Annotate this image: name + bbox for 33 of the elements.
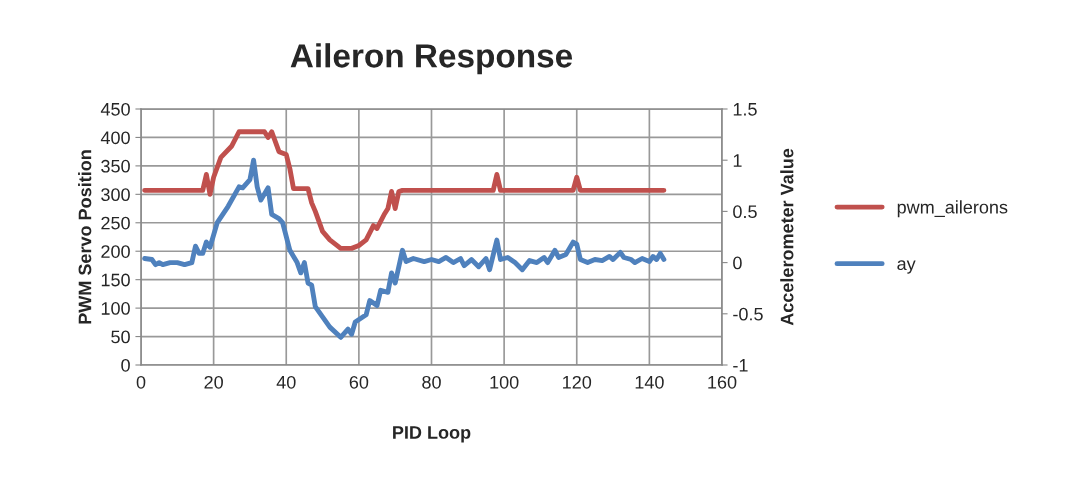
line-series (142, 157, 667, 340)
y-tick-label: 50 (111, 330, 130, 344)
x-axis-title: PID Loop (393, 426, 471, 443)
chart-title: Aileron Response (290, 43, 573, 75)
y-tick-label: 100 (101, 302, 130, 315)
y2-axis-title: Accelerometer Value (780, 148, 794, 326)
y2-tick-label: 0 (733, 256, 742, 270)
y-tick-label: 450 (100, 102, 130, 116)
x-tick-label: 80 (422, 375, 441, 389)
y2-tick-label: 1 (733, 154, 742, 167)
y-tick-label: 250 (101, 216, 130, 230)
y-tick-label: 400 (100, 131, 130, 145)
y-tick-label: 150 (101, 273, 130, 287)
line-series (142, 129, 667, 251)
legend-label: pwm_ailerons (897, 200, 1008, 218)
x-tick-label: 100 (490, 375, 519, 389)
y2-tick-label: -0.5 (733, 307, 763, 321)
y2-tick-label: 0.5 (733, 205, 757, 219)
x-tick-label: 120 (563, 375, 592, 389)
y-tick-label: 200 (101, 245, 130, 258)
x-tick-label: 140 (635, 375, 664, 389)
y-tick-label: 300 (101, 188, 130, 202)
x-tick-label: 40 (276, 375, 296, 389)
x-tick-label: 20 (204, 375, 223, 389)
y2-tick-label: 1.5 (733, 103, 757, 116)
y-tick-label: 350 (101, 159, 130, 173)
y-tick-label: 0 (121, 358, 130, 372)
y-axis-title: PWM Servo Position (78, 150, 92, 324)
legend-label: ay (897, 260, 916, 274)
x-tick-label: 0 (136, 375, 146, 389)
x-tick-label: 160 (708, 375, 737, 389)
y2-tick-label: -1 (733, 359, 748, 372)
x-tick-label: 60 (349, 375, 369, 389)
